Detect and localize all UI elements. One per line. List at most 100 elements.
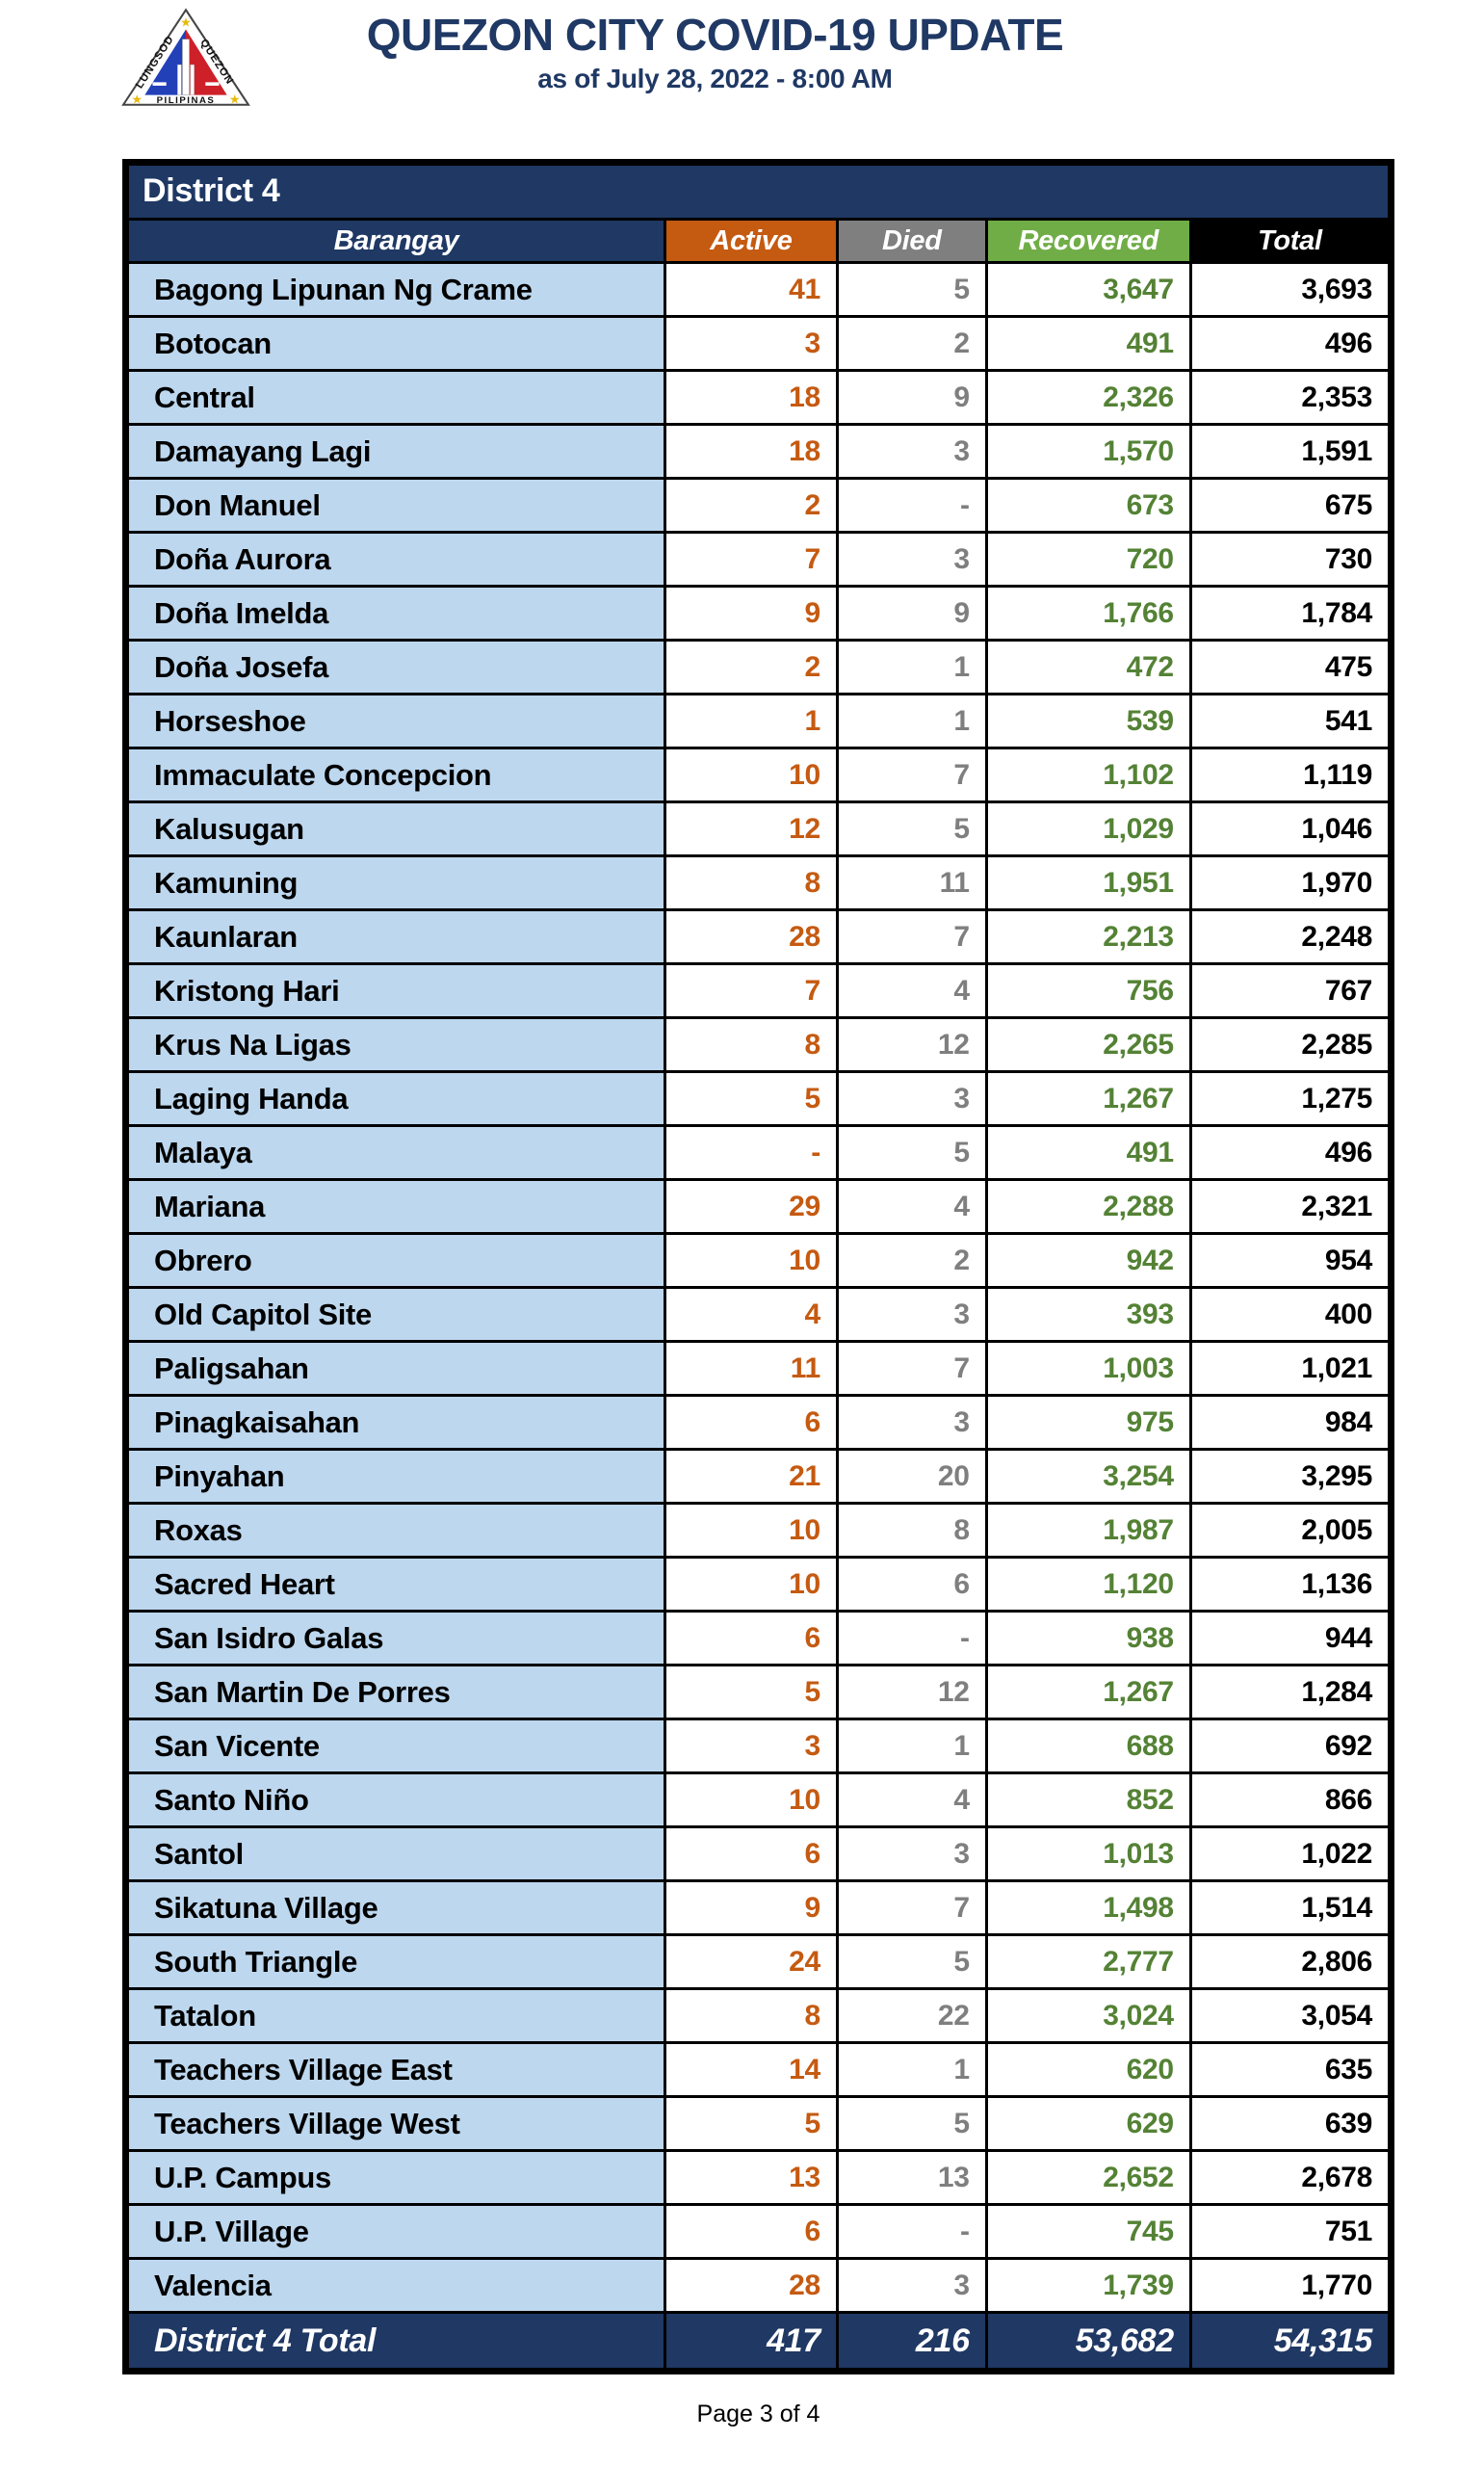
column-header-barangay: Barangay bbox=[124, 218, 666, 264]
district-total-active: 417 bbox=[663, 2311, 839, 2373]
table-row: Teachers Village West 5 5 629 639 bbox=[124, 2095, 1393, 2152]
active-count-cell: 6 bbox=[663, 1825, 839, 1882]
barangay-name-cell: Tatalon bbox=[124, 1987, 666, 2044]
active-count-cell: 6 bbox=[663, 1394, 839, 1451]
died-count-cell: 3 bbox=[835, 1286, 988, 1343]
recovered-count-cell: 942 bbox=[984, 1232, 1192, 1289]
total-count-cell: 866 bbox=[1188, 1771, 1393, 1828]
barangay-name-cell: Botocan bbox=[124, 315, 666, 372]
covid-table: District 4 Barangay Active Died Recovere… bbox=[122, 159, 1394, 2374]
barangay-name-cell: Pinyahan bbox=[124, 1448, 666, 1505]
died-count-cell: 6 bbox=[835, 1556, 988, 1613]
total-count-cell: 767 bbox=[1188, 962, 1393, 1019]
recovered-count-cell: 745 bbox=[984, 2203, 1192, 2260]
died-count-cell: 3 bbox=[835, 1070, 988, 1127]
total-count-cell: 984 bbox=[1188, 1394, 1393, 1451]
recovered-count-cell: 1,498 bbox=[984, 1879, 1192, 1936]
active-count-cell: 10 bbox=[663, 1771, 839, 1828]
total-count-cell: 2,806 bbox=[1188, 1933, 1393, 1990]
active-count-cell: 10 bbox=[663, 1502, 839, 1559]
barangay-name-cell: Santo Niño bbox=[124, 1771, 666, 1828]
column-header-total: Total bbox=[1188, 218, 1393, 264]
seal-blue-half bbox=[144, 29, 186, 95]
total-count-cell: 475 bbox=[1188, 639, 1393, 695]
barangay-name-cell: Mariana bbox=[124, 1178, 666, 1235]
active-count-cell: 41 bbox=[663, 261, 839, 318]
died-count-cell: 12 bbox=[835, 1664, 988, 1720]
table-row: Horseshoe 1 1 539 541 bbox=[124, 693, 1393, 749]
page-number-label: Page 3 of 4 bbox=[696, 2400, 820, 2427]
recovered-count-cell: 3,647 bbox=[984, 261, 1192, 318]
table-row: Central 18 9 2,326 2,353 bbox=[124, 369, 1393, 426]
recovered-count-cell: 491 bbox=[984, 315, 1192, 372]
column-header-active: Active bbox=[663, 218, 839, 264]
recovered-count-cell: 2,652 bbox=[984, 2149, 1192, 2206]
died-count-cell: 1 bbox=[835, 2041, 988, 2098]
recovered-count-cell: 1,102 bbox=[984, 747, 1192, 803]
active-count-cell: 1 bbox=[663, 693, 839, 749]
active-count-cell: 8 bbox=[663, 854, 839, 911]
page-subtitle: as of July 28, 2022 - 8:00 AM bbox=[537, 64, 893, 94]
covid-table-container: District 4 Barangay Active Died Recovere… bbox=[122, 159, 1394, 2374]
table-row: U.P. Village 6 - 745 751 bbox=[124, 2203, 1393, 2260]
died-count-cell: 5 bbox=[835, 261, 988, 318]
died-count-cell: 7 bbox=[835, 1879, 988, 1936]
died-count-cell: 5 bbox=[835, 1933, 988, 1990]
district-total-recovered: 53,682 bbox=[984, 2311, 1192, 2373]
report-header: QUEZON CITY COVID-19 UPDATE as of July 2… bbox=[0, 12, 1430, 94]
recovered-count-cell: 1,766 bbox=[984, 585, 1192, 642]
active-count-cell: 8 bbox=[663, 1987, 839, 2044]
table-row: Doña Aurora 7 3 720 730 bbox=[124, 531, 1393, 588]
seal-red-half bbox=[186, 29, 227, 95]
active-count-cell: 9 bbox=[663, 1879, 839, 1936]
district-total-total: 54,315 bbox=[1188, 2311, 1393, 2373]
table-row: San Martin De Porres 5 12 1,267 1,284 bbox=[124, 1664, 1393, 1720]
barangay-name-cell: Immaculate Concepcion bbox=[124, 747, 666, 803]
table-row: Don Manuel 2 - 673 675 bbox=[124, 477, 1393, 534]
died-count-cell: 5 bbox=[835, 1124, 988, 1181]
column-header-recovered: Recovered bbox=[984, 218, 1192, 264]
active-count-cell: 14 bbox=[663, 2041, 839, 2098]
died-count-cell: 9 bbox=[835, 585, 988, 642]
active-count-cell: 3 bbox=[663, 1718, 839, 1774]
barangay-name-cell: Kristong Hari bbox=[124, 962, 666, 1019]
total-count-cell: 751 bbox=[1188, 2203, 1393, 2260]
barangay-name-cell: Pinagkaisahan bbox=[124, 1394, 666, 1451]
active-count-cell: 5 bbox=[663, 2095, 839, 2152]
active-count-cell: 18 bbox=[663, 369, 839, 426]
barangay-name-cell: Kalusugan bbox=[124, 800, 666, 857]
barangay-name-cell: Santol bbox=[124, 1825, 666, 1882]
seal-monument-pylon-left bbox=[177, 64, 182, 95]
barangay-name-cell: Kaunlaran bbox=[124, 908, 666, 965]
total-count-cell: 1,022 bbox=[1188, 1825, 1393, 1882]
active-count-cell: 3 bbox=[663, 315, 839, 372]
died-count-cell: 8 bbox=[835, 1502, 988, 1559]
recovered-count-cell: 620 bbox=[984, 2041, 1192, 2098]
died-count-cell: 7 bbox=[835, 908, 988, 965]
total-count-cell: 675 bbox=[1188, 477, 1393, 534]
died-count-cell: 2 bbox=[835, 1232, 988, 1289]
table-row: San Vicente 3 1 688 692 bbox=[124, 1718, 1393, 1774]
total-count-cell: 496 bbox=[1188, 1124, 1393, 1181]
seal-helicopter-icon bbox=[205, 82, 220, 86]
barangay-name-cell: Sikatuna Village bbox=[124, 1879, 666, 1936]
died-count-cell: 20 bbox=[835, 1448, 988, 1505]
active-count-cell: 5 bbox=[663, 1070, 839, 1127]
total-count-cell: 639 bbox=[1188, 2095, 1393, 2152]
barangay-name-cell: Roxas bbox=[124, 1502, 666, 1559]
table-row: Paligsahan 11 7 1,003 1,021 bbox=[124, 1340, 1393, 1397]
table-row: Santo Niño 10 4 852 866 bbox=[124, 1771, 1393, 1828]
recovered-count-cell: 1,951 bbox=[984, 854, 1192, 911]
died-count-cell: 4 bbox=[835, 1178, 988, 1235]
active-count-cell: 13 bbox=[663, 2149, 839, 2206]
recovered-count-cell: 1,267 bbox=[984, 1664, 1192, 1720]
recovered-count-cell: 756 bbox=[984, 962, 1192, 1019]
active-count-cell: 8 bbox=[663, 1016, 839, 1073]
table-row: San Isidro Galas 6 - 938 944 bbox=[124, 1610, 1393, 1666]
recovered-count-cell: 3,254 bbox=[984, 1448, 1192, 1505]
active-count-cell: 2 bbox=[663, 477, 839, 534]
barangay-name-cell: Kamuning bbox=[124, 854, 666, 911]
recovered-count-cell: 2,265 bbox=[984, 1016, 1192, 1073]
active-count-cell: 18 bbox=[663, 423, 839, 480]
